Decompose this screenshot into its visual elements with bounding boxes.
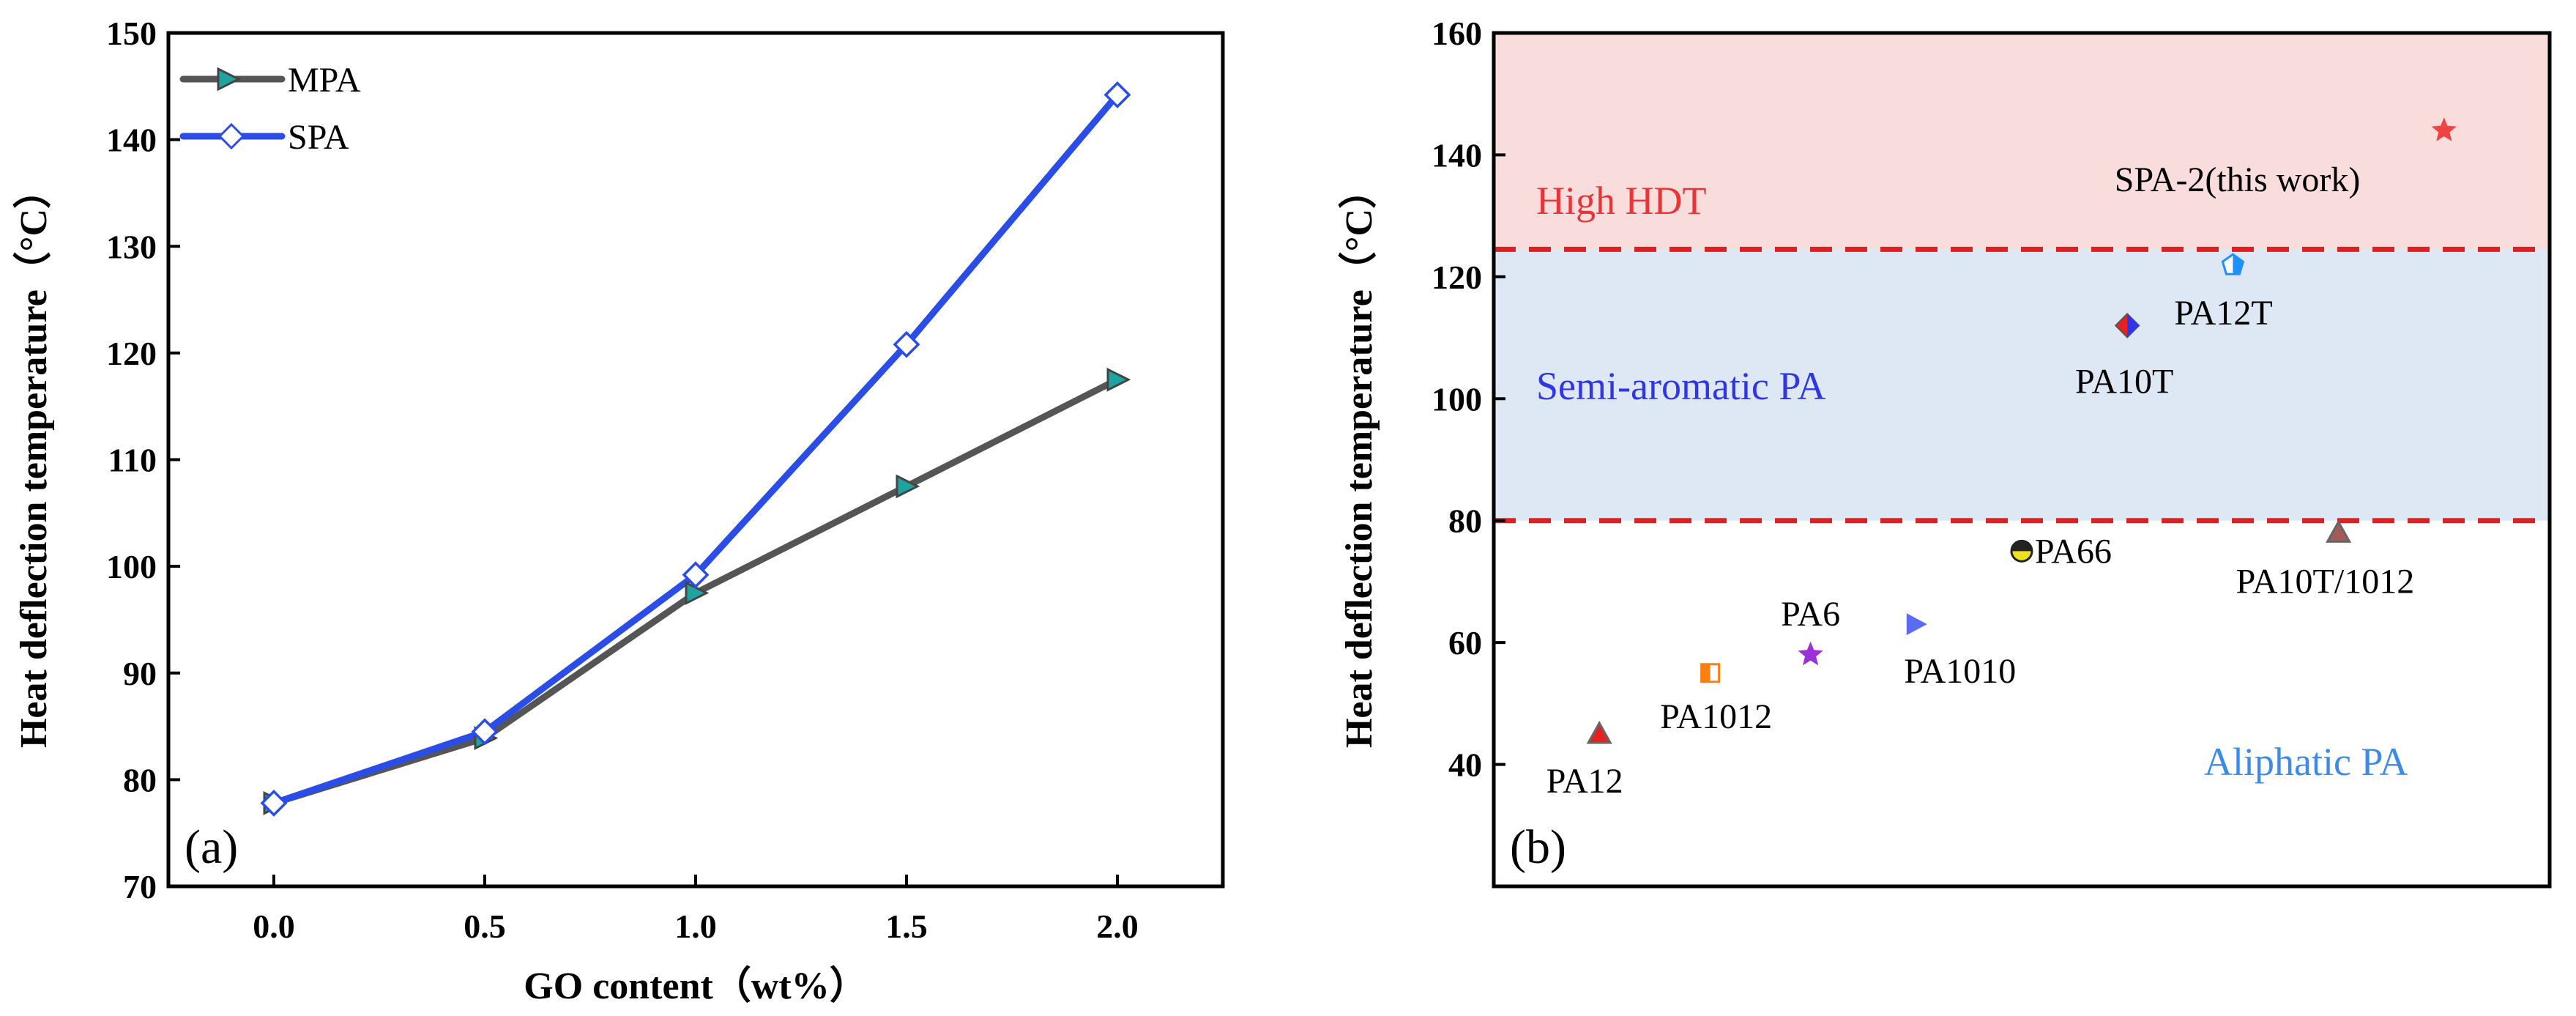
legend-mpa-marker [217, 67, 242, 92]
panel-b-ticks: 40 60 80 100 120 140 160 [1432, 15, 1505, 784]
y-tick-label-a: 70 [123, 868, 157, 905]
spa-data-point [1103, 81, 1131, 108]
point-pa6 [1798, 641, 1823, 666]
y-tick-label-b: 40 [1448, 746, 1482, 784]
y-tick-label-b: 140 [1432, 136, 1482, 174]
high-hdt-region-label: High HDT [1536, 179, 1706, 223]
spa-data-point [471, 718, 499, 746]
panel-a-legend: MPA SPA [179, 61, 361, 157]
panel-a-label: (a) [185, 820, 238, 874]
mpa-data-point [685, 581, 710, 605]
point-pa10t-label: PA10T [2075, 362, 2173, 401]
legend-mpa-label: MPA [288, 61, 361, 100]
y-tick-label-a: 80 [123, 761, 157, 798]
semi-aromatic-region-label: Semi-aromatic PA [1536, 364, 1825, 408]
spa-series-line [272, 92, 1120, 807]
point-pa66-fill [2011, 541, 2032, 552]
panel-a-x-axis-title: GO content（wt%） [524, 965, 867, 1007]
y-tick-label-b: 60 [1448, 624, 1482, 661]
point-pa12 [1586, 720, 1612, 744]
panel-a-frame [166, 31, 1225, 889]
point-pa12t-fill [2233, 254, 2244, 275]
x-tick-label-a: 1.5 [885, 908, 928, 945]
point-pa1010 [1906, 613, 1927, 636]
y-tick-label-a: 130 [106, 228, 157, 265]
y-tick-label-b: 120 [1432, 259, 1482, 296]
point-pa12t-label: PA12T [2174, 294, 2272, 333]
mpa-data-point [1106, 367, 1131, 392]
point-pa1012-fill [1701, 664, 1710, 682]
panel-a-y-axis-title: Heat deflection temperature（°C） [12, 171, 55, 748]
x-tick-label-a: 0.5 [464, 908, 506, 945]
spa-data-point [682, 561, 710, 589]
point-pa10t-fill [2127, 314, 2140, 338]
legend-spa-label: SPA [288, 118, 349, 157]
y-tick-label-b: 80 [1448, 503, 1482, 540]
x-tick-label-a: 2.0 [1096, 908, 1139, 945]
aliphatic-region-label: Aliphatic PA [2204, 740, 2408, 784]
high-hdt-band [1494, 33, 2550, 250]
point-pa10t-1012-label: PA10T/1012 [2236, 562, 2415, 601]
point-pa6-label: PA6 [1781, 595, 1840, 634]
panel-a-series [260, 81, 1131, 817]
point-spa-2-this-work-label: SPA-2(this work) [2115, 160, 2361, 199]
point-pa1010-label: PA1010 [1904, 652, 2016, 691]
x-tick-label-a: 1.0 [674, 908, 717, 945]
mpa-data-point [896, 474, 920, 499]
y-tick-label-a: 100 [106, 548, 157, 585]
point-pa10t-1012 [2326, 519, 2352, 543]
y-tick-label-a: 140 [106, 122, 157, 159]
spa-data-point [260, 789, 288, 817]
y-tick-label-a: 150 [106, 15, 157, 52]
panel-b: High HDT Semi-aromatic PA Aliphatic PA P… [1338, 15, 2552, 889]
point-pa1012-label: PA1012 [1660, 697, 1772, 736]
point-pa12-label: PA12 [1546, 762, 1623, 801]
y-tick-label-b: 160 [1432, 15, 1482, 52]
panel-b-frame [1492, 31, 2552, 889]
y-tick-label-a: 110 [108, 442, 157, 479]
semi-aromatic-band [1494, 249, 2550, 521]
point-pa66-label: PA66 [2035, 532, 2112, 571]
spa-data-point [893, 330, 920, 358]
y-tick-label-a: 90 [123, 655, 157, 692]
y-tick-label-a: 120 [106, 335, 157, 372]
y-tick-label-b: 100 [1432, 380, 1482, 418]
x-tick-label-a: 0.0 [253, 908, 295, 945]
panel-b-y-axis-title: Heat deflection temperature（°C） [1338, 171, 1380, 748]
legend-spa-marker [217, 122, 245, 150]
panel-a-ticks: 70 80 90 100 110 120 130 140 150 0.0 0.5 1.0 1.5 2.0 [106, 15, 1139, 945]
point-spa-2-this-work [2431, 117, 2457, 141]
panel-b-label: (b) [1510, 820, 1566, 874]
